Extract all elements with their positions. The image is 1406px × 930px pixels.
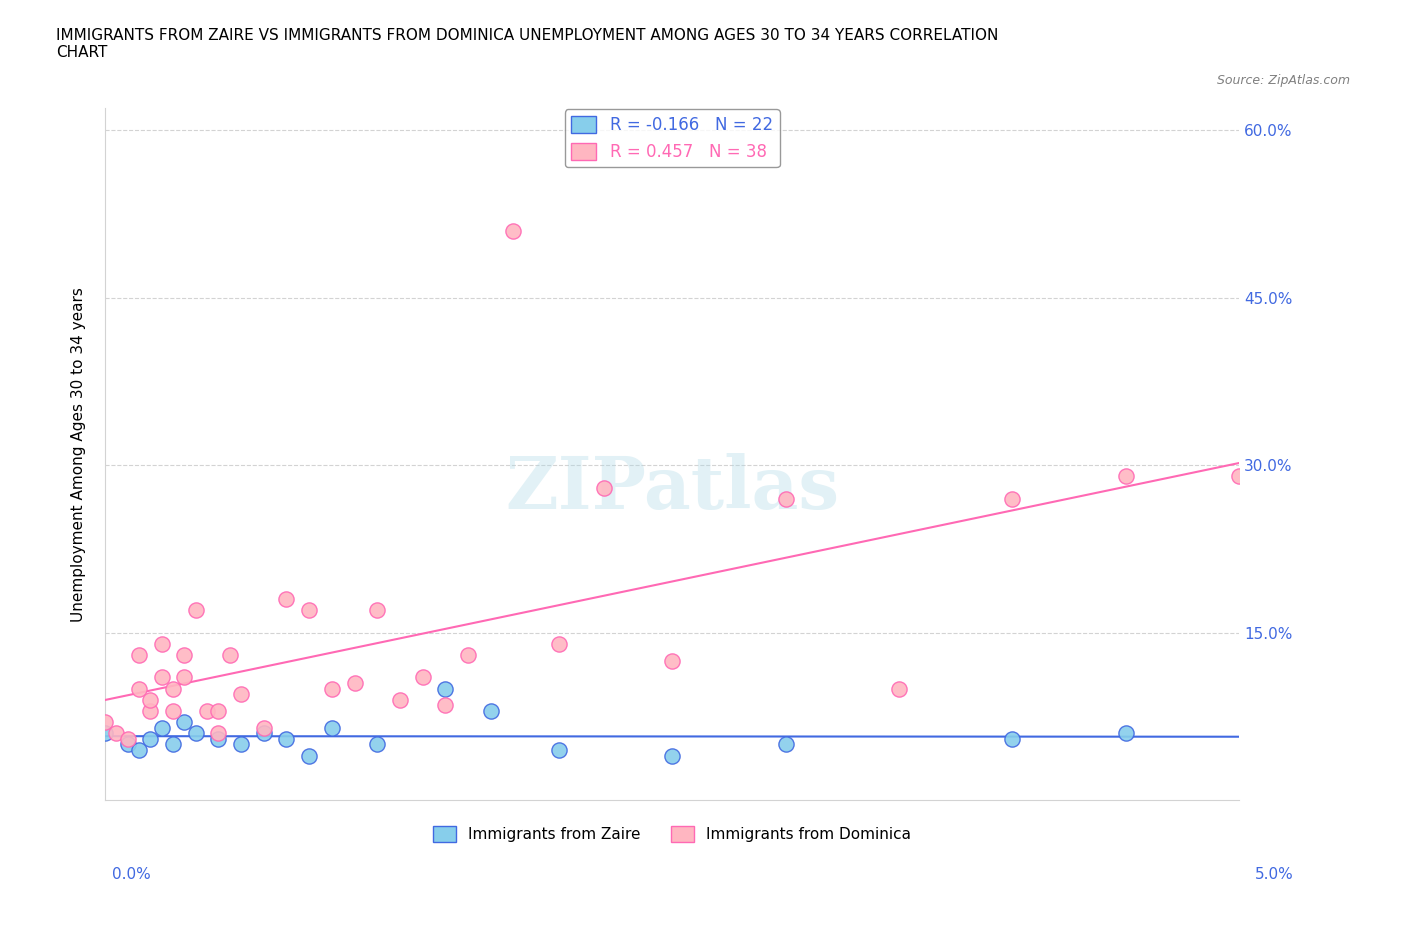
Point (661, 748, 683, 763)
Point (94, 714, 117, 729)
Point (366, 737, 388, 751)
Point (150, 720, 173, 735)
Point (105, 725, 128, 740)
Point (502, 223, 524, 238)
Point (94, 725, 117, 740)
Y-axis label: Unemployment Among Ages 30 to 34 years: Unemployment Among Ages 30 to 34 years (72, 286, 86, 621)
Point (184, 603, 207, 618)
Point (434, 698, 457, 712)
Point (661, 653, 683, 668)
Text: ZIPatlas: ZIPatlas (505, 453, 839, 525)
Point (1227, 469, 1250, 484)
Point (479, 703, 502, 718)
Legend: Immigrants from Zaire, Immigrants from Dominica: Immigrants from Zaire, Immigrants from D… (427, 819, 917, 848)
Point (366, 603, 388, 618)
Text: 5.0%: 5.0% (1254, 867, 1294, 882)
Point (139, 692, 162, 707)
Point (321, 720, 343, 735)
Point (128, 647, 150, 662)
Text: Source: ZipAtlas.com: Source: ZipAtlas.com (1216, 74, 1350, 87)
Point (276, 731, 298, 746)
Point (139, 703, 162, 718)
Point (173, 670, 195, 684)
Point (1001, 491, 1024, 506)
Point (207, 731, 229, 746)
Point (887, 681, 910, 696)
Point (117, 737, 139, 751)
Point (298, 748, 321, 763)
Point (775, 737, 797, 751)
Point (162, 703, 184, 718)
Point (388, 692, 411, 707)
Point (298, 603, 321, 618)
Point (128, 742, 150, 757)
Point (229, 686, 252, 701)
Point (434, 681, 457, 696)
Point (547, 742, 569, 757)
Point (229, 737, 252, 751)
Point (343, 675, 366, 690)
Point (162, 737, 184, 751)
Point (128, 681, 150, 696)
Point (1115, 469, 1137, 484)
Point (207, 703, 229, 718)
Point (775, 491, 797, 506)
Point (173, 647, 195, 662)
Point (139, 731, 162, 746)
Text: IMMIGRANTS FROM ZAIRE VS IMMIGRANTS FROM DOMINICA UNEMPLOYMENT AMONG AGES 30 TO : IMMIGRANTS FROM ZAIRE VS IMMIGRANTS FROM… (56, 28, 998, 60)
Point (593, 480, 616, 495)
Point (253, 720, 276, 735)
Point (207, 725, 229, 740)
Point (173, 714, 195, 729)
Point (547, 636, 569, 651)
Point (218, 647, 240, 662)
Point (117, 731, 139, 746)
Point (195, 703, 218, 718)
Text: 0.0%: 0.0% (112, 867, 152, 882)
Point (457, 647, 479, 662)
Point (321, 681, 343, 696)
Point (150, 636, 173, 651)
Point (1115, 725, 1137, 740)
Point (1001, 731, 1024, 746)
Point (412, 670, 434, 684)
Point (162, 681, 184, 696)
Point (253, 725, 276, 740)
Point (184, 725, 207, 740)
Point (276, 591, 298, 606)
Point (150, 670, 173, 684)
